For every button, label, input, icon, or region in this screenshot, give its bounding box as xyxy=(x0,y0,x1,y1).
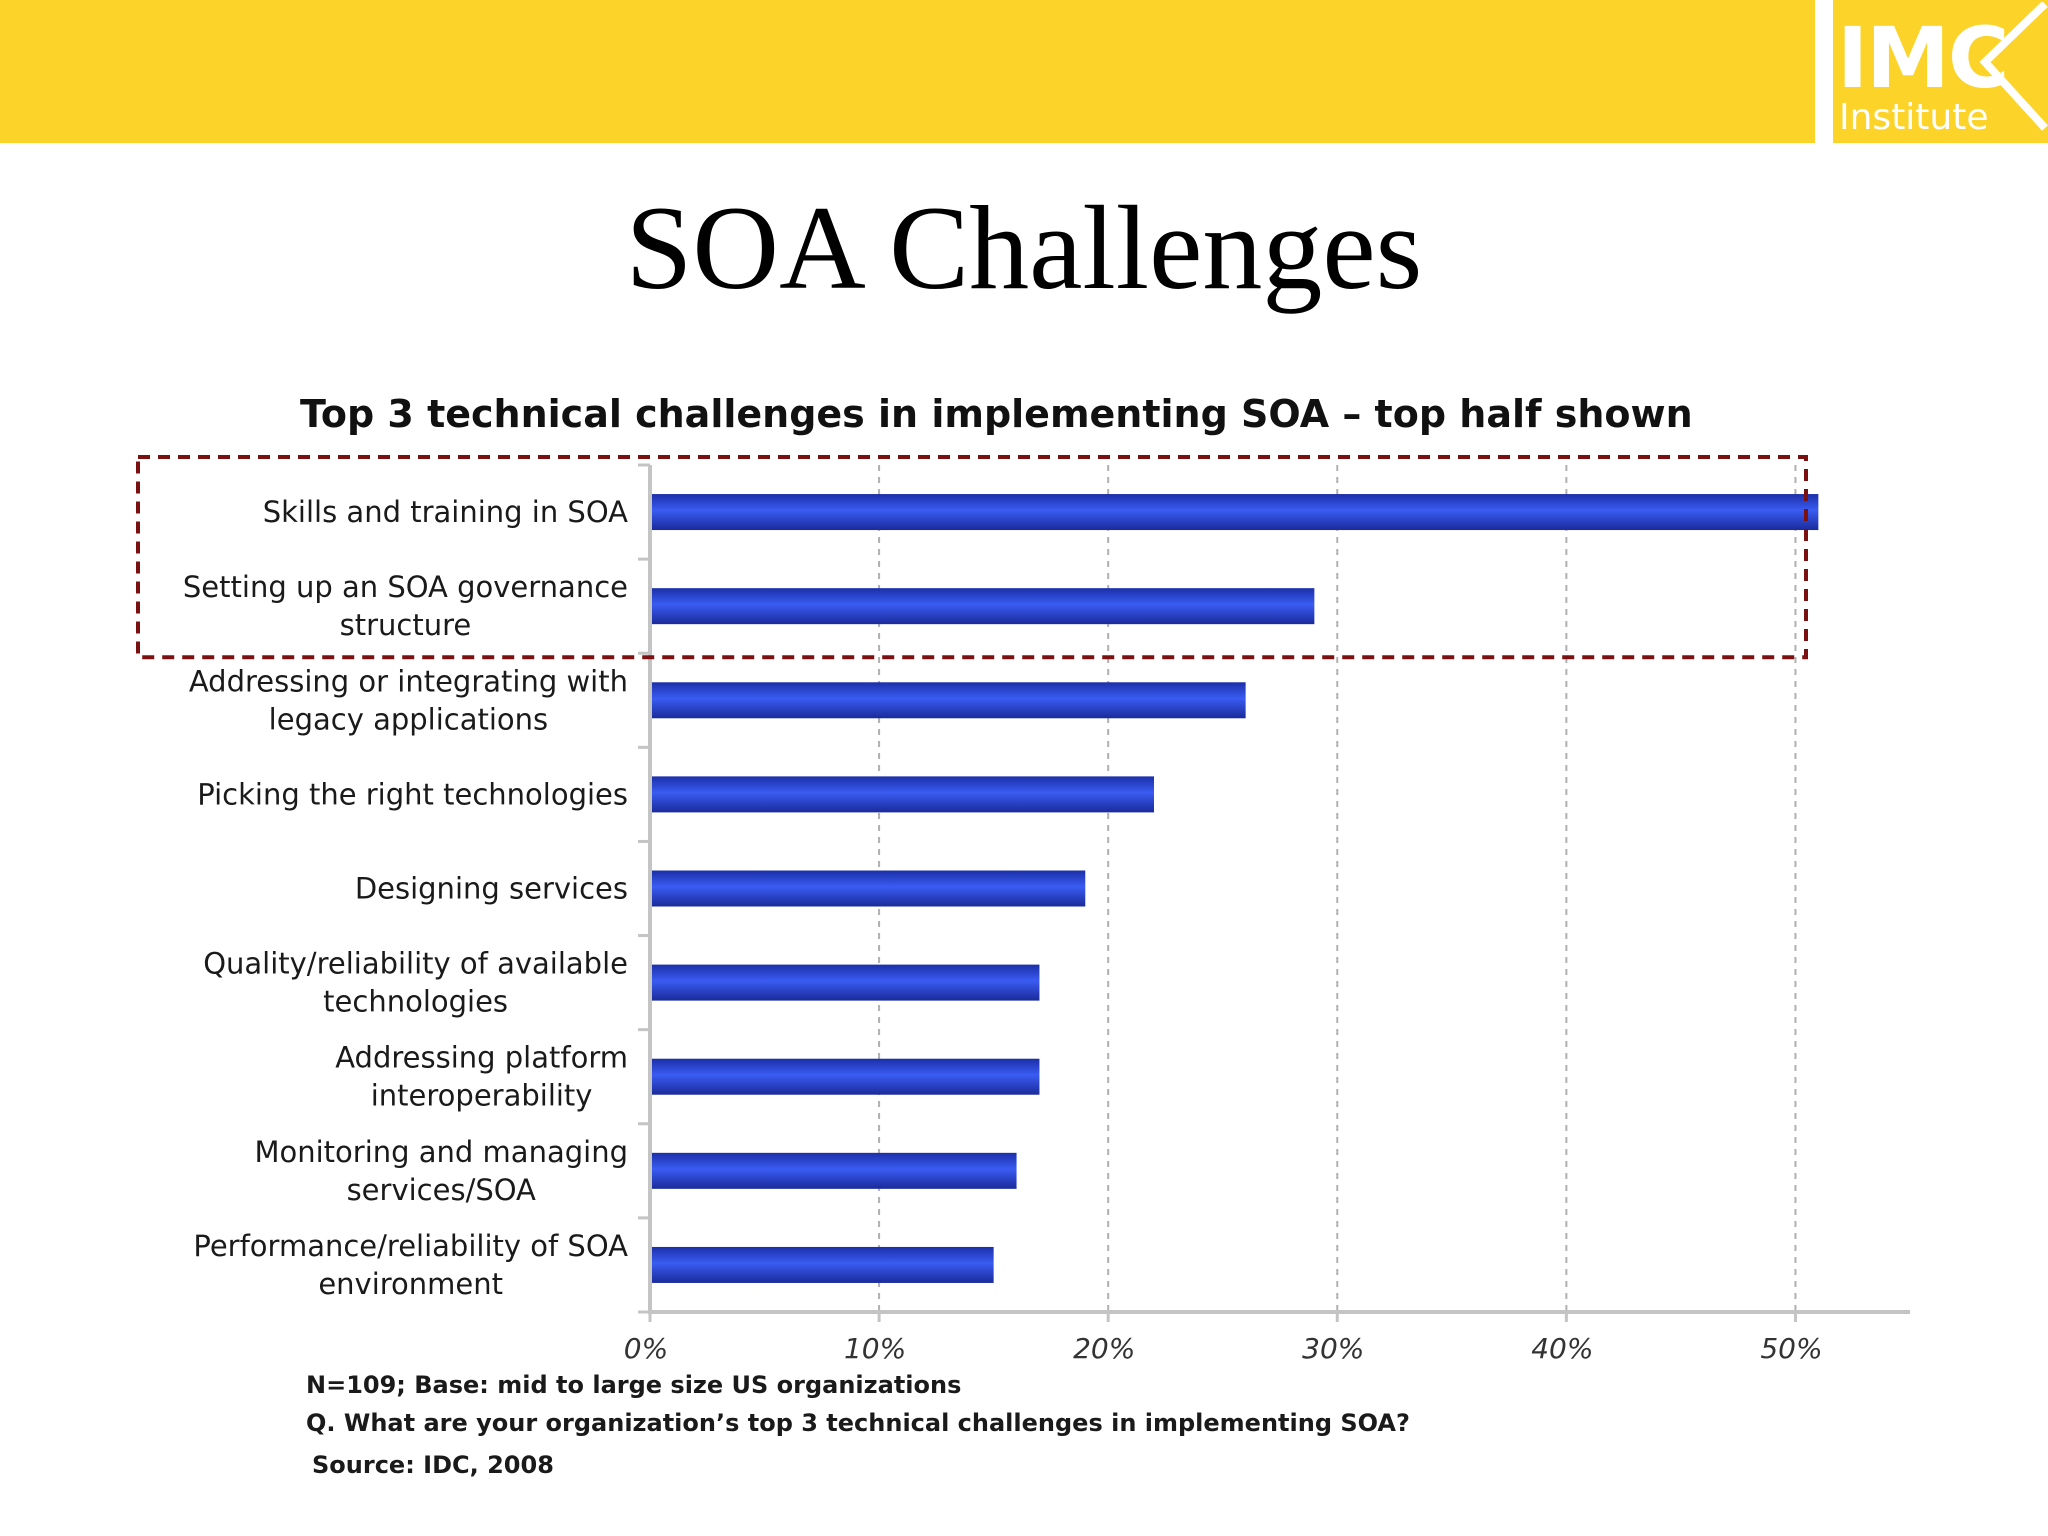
category-label: Quality/reliability of available technolo… xyxy=(203,947,628,1019)
bar xyxy=(650,1152,1017,1189)
category-label: Performance/reliability of SOA environmen… xyxy=(193,1229,628,1301)
bar xyxy=(650,1058,1040,1095)
bar xyxy=(650,964,1040,1001)
highlight-box xyxy=(136,455,1808,660)
header-band xyxy=(0,0,1815,143)
chart-title: Top 3 technical challenges in implementi… xyxy=(300,392,1693,436)
x-tick-label: 40% xyxy=(1531,1332,1593,1365)
bar xyxy=(650,588,1315,625)
category-label: Addressing platform interoperability xyxy=(335,1041,628,1113)
bar xyxy=(650,494,1819,531)
x-tick-label: 50% xyxy=(1760,1332,1822,1365)
footnote-source: Source: IDC, 2008 xyxy=(312,1451,554,1479)
logo-main-text: IMC xyxy=(1837,9,2009,107)
category-label: Monitoring and managing services/SOA xyxy=(254,1135,628,1207)
bar xyxy=(650,1246,994,1283)
category-label: Picking the right technologies xyxy=(197,777,628,811)
footnote-base: N=109; Base: mid to large size US organi… xyxy=(306,1371,962,1399)
bar xyxy=(650,870,1086,907)
imc-logo: IMC Institute xyxy=(1833,0,2048,143)
x-tick-label: 20% xyxy=(1073,1332,1135,1365)
bar xyxy=(650,682,1246,719)
category-label: Designing services xyxy=(355,872,628,906)
logo-chevron-icon xyxy=(1979,2,2048,131)
category-label: Skills and training in SOA xyxy=(263,495,628,529)
logo-sub-text: Institute xyxy=(1839,97,1989,138)
bar xyxy=(650,776,1154,813)
x-tick-label: 0% xyxy=(624,1332,668,1365)
x-tick-label: 30% xyxy=(1302,1332,1364,1365)
slide-title: SOA Challenges xyxy=(625,181,1423,314)
category-label: Addressing or integrating with legacy app… xyxy=(189,664,628,736)
x-tick-label: 10% xyxy=(844,1332,906,1365)
category-label: Setting up an SOA governance structure xyxy=(183,570,628,642)
footnote-question: Q. What are your organization’s top 3 te… xyxy=(306,1409,1410,1437)
